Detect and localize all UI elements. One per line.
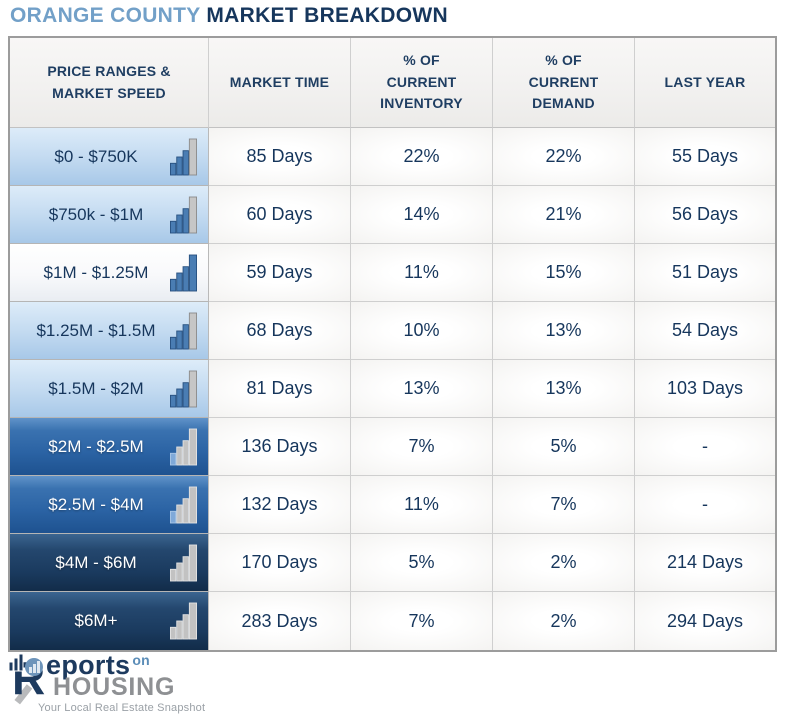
market-speed-bars-icon [170,544,197,581]
market-speed-bars-icon [170,602,197,640]
last-year-cell: 51 Days [635,244,775,302]
market-time-cell: 132 Days [209,476,351,534]
market-time-cell: 68 Days [209,302,351,360]
market-speed-bars-icon [170,138,197,175]
demand-cell: 13% [493,360,635,418]
market-time-cell: 170 Days [209,534,351,592]
inventory-cell: 11% [351,476,493,534]
logo-housing-text: HOUSING [53,673,176,701]
logo-on-text: on [132,652,151,668]
price-range-label: $2.5M - $4M [48,494,144,514]
price-range-label: $6M+ [74,611,118,630]
logo-wordmark-top: eports on [46,650,150,681]
price-range-label: $1.25M - $1.5M [36,320,156,340]
market-time-cell: 136 Days [209,418,351,476]
last-year-cell: 214 Days [635,534,775,592]
logo-reports-text: eports [46,650,131,680]
price-range-label: $2M - $2.5M [48,436,144,456]
market-time-cell: 85 Days [209,128,351,186]
inventory-cell: 7% [351,592,493,650]
table-row-price-cell: $6M+ [10,592,209,650]
demand-cell: 2% [493,534,635,592]
last-year-cell: 54 Days [635,302,775,360]
market-time-cell: 59 Days [209,244,351,302]
page-title-subject: MARKET BREAKDOWN [206,4,448,27]
table-row-price-cell: $1M - $1.25M [10,244,209,302]
price-range-label: $4M - $6M [55,552,137,572]
table-row-price-cell: $4M - $6M [10,534,209,592]
price-range-label: $750k - $1M [48,204,144,224]
inventory-cell: 14% [351,186,493,244]
last-year-cell: 56 Days [635,186,775,244]
page-title: ORANGE COUNTY MARKET BREAKDOWN [10,4,448,28]
last-year-cell: 103 Days [635,360,775,418]
market-speed-bars-icon [170,370,197,407]
table-row-price-cell: $1.5M - $2M [10,360,209,418]
last-year-cell: - [635,476,775,534]
header-market-time: MARKET TIME [209,38,351,128]
table-row-price-cell: $2.5M - $4M [10,476,209,534]
header-current-inventory: % OF CURRENT INVENTORY [351,38,493,128]
demand-cell: 13% [493,302,635,360]
demand-cell: 7% [493,476,635,534]
market-speed-bars-icon [170,428,197,465]
inventory-cell: 13% [351,360,493,418]
demand-cell: 2% [493,592,635,650]
price-range-label: $1M - $1.25M [43,262,149,282]
last-year-cell: 55 Days [635,128,775,186]
demand-cell: 22% [493,128,635,186]
page-title-county: ORANGE COUNTY [10,4,201,27]
inventory-cell: 5% [351,534,493,592]
demand-cell: 15% [493,244,635,302]
market-breakdown-table: PRICE RANGES & MARKET SPEED MARKET TIME … [8,36,777,652]
header-last-year: LAST YEAR [635,38,775,128]
market-speed-bars-icon [170,254,197,291]
price-range-label: $0 - $750K [54,146,138,166]
table-row-price-cell: $2M - $2.5M [10,418,209,476]
table-row-price-cell: $1.25M - $1.5M [10,302,209,360]
market-speed-bars-icon [170,196,197,233]
inventory-cell: 22% [351,128,493,186]
demand-cell: 21% [493,186,635,244]
magnifier-r-icon: R [8,652,45,705]
table-row-price-cell: $0 - $750K [10,128,209,186]
header-current-demand: % OF CURRENT DEMAND [493,38,635,128]
reports-on-housing-logo: R eports on HOUSING Your Local Real Estat… [8,650,248,714]
inventory-cell: 10% [351,302,493,360]
market-time-cell: 60 Days [209,186,351,244]
last-year-cell: 294 Days [635,592,775,650]
inventory-cell: 7% [351,418,493,476]
market-speed-bars-icon [170,486,197,523]
table-row-price-cell: $750k - $1M [10,186,209,244]
price-range-label: $1.5M - $2M [48,378,144,398]
demand-cell: 5% [493,418,635,476]
market-speed-bars-icon [170,312,197,349]
logo-tagline: Your Local Real Estate Snapshot [38,702,206,714]
header-price-ranges: PRICE RANGES & MARKET SPEED [10,38,209,128]
market-time-cell: 81 Days [209,360,351,418]
market-time-cell: 283 Days [209,592,351,650]
inventory-cell: 11% [351,244,493,302]
last-year-cell: - [635,418,775,476]
